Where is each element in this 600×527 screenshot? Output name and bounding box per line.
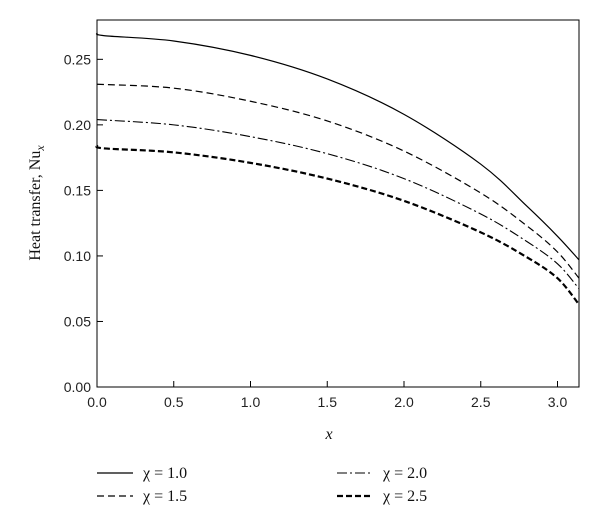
x-tick-label: 1.0 (241, 394, 261, 410)
x-axis-title: x (324, 426, 332, 443)
y-tick-label: 0.15 (64, 182, 91, 198)
y-axis-title-sub: x (33, 145, 47, 152)
y-tick-label: 0.10 (64, 248, 91, 264)
axis-ticks: 0.0 0.5 1.0 1.5 2.0 2.5 3.0 0.00 0.05 0.10 0.15 0.2… (64, 51, 568, 410)
series-line-2 (96, 83, 580, 279)
y-tick-label: 0.20 (64, 117, 91, 133)
x-tick-label: 2.5 (471, 394, 491, 410)
series-line-3 (96, 119, 580, 290)
series-lines (95, 32, 580, 306)
y-tick-label: 0.25 (64, 51, 91, 67)
x-tick-label: 3.0 (548, 394, 568, 410)
legend-label-1: χ = 1.0 (142, 465, 187, 482)
x-tick-label: 0.0 (87, 394, 107, 410)
x-tick-label: 0.5 (164, 394, 184, 410)
plot-frame (96, 19, 580, 388)
series-line-4 (95, 144, 580, 306)
legend: χ = 1.0 χ = 1.5 χ = 2.0 χ = 2.5 (97, 465, 427, 505)
legend-label-2: χ = 1.5 (142, 488, 187, 505)
legend-label-4: χ = 2.5 (382, 488, 427, 505)
x-tick-label: 2.0 (394, 394, 414, 410)
y-axis-title-main: Heat transfer, Nu (27, 151, 44, 261)
y-tick-label: 0.05 (64, 313, 91, 329)
series-line-1 (95, 32, 580, 261)
legend-label-3: χ = 2.0 (382, 465, 427, 482)
y-tick-label: 0.00 (64, 379, 91, 395)
y-axis-title: Heat transfer, Nux (27, 145, 47, 261)
x-tick-label: 1.5 (318, 394, 338, 410)
